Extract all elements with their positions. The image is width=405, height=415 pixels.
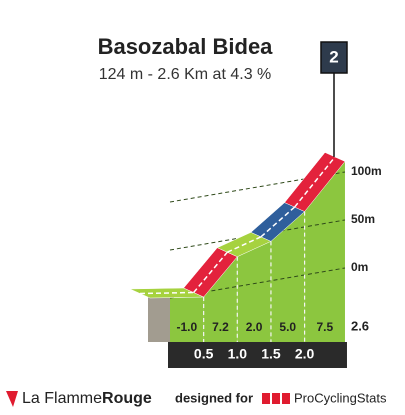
x-tick-label: 2.0 (295, 346, 315, 362)
front-face (304, 161, 345, 342)
y-tick-label: 0m (351, 260, 368, 274)
y-tick-label: 50m (351, 212, 375, 226)
front-face (170, 297, 204, 342)
road-center (226, 236, 262, 253)
y-tick-label: 100m (351, 164, 382, 178)
gradient-label: 5.0 (279, 320, 296, 334)
gradient-label: 2.0 (246, 320, 263, 334)
front-face (270, 211, 305, 342)
distance-total: 2.6 (351, 318, 369, 333)
pcs-logo (262, 393, 270, 404)
front-face (203, 256, 238, 342)
x-tick-label: 1.0 (228, 346, 248, 362)
footer: La FlammeRouge designed for ProCyclingSt… (6, 390, 387, 407)
distance-band (168, 342, 347, 368)
front-face (237, 241, 271, 342)
chart-title: Basozabal Bidea (98, 34, 274, 59)
gradient-label: 7.5 (316, 320, 333, 334)
site-name: ProCyclingStats (294, 390, 387, 405)
category-label: 2 (329, 47, 338, 66)
road-center (193, 251, 228, 294)
gradient-label: 7.2 (212, 320, 229, 334)
chart-subtitle: 124 m - 2.6 Km at 4.3 % (99, 66, 272, 83)
road-center (294, 156, 336, 208)
logo (6, 391, 18, 407)
road-center (139, 291, 194, 295)
x-tick-label: 0.5 (194, 346, 214, 362)
designed-for: designed for (175, 390, 253, 405)
pcs-logo (282, 393, 290, 404)
brand: La FlammeRouge (22, 390, 152, 407)
pcs-logo (272, 393, 280, 404)
gradient-label: -1.0 (176, 320, 197, 334)
grid-line (169, 219, 346, 251)
x-tick-label: 1.5 (261, 346, 281, 362)
side-face (148, 289, 170, 342)
